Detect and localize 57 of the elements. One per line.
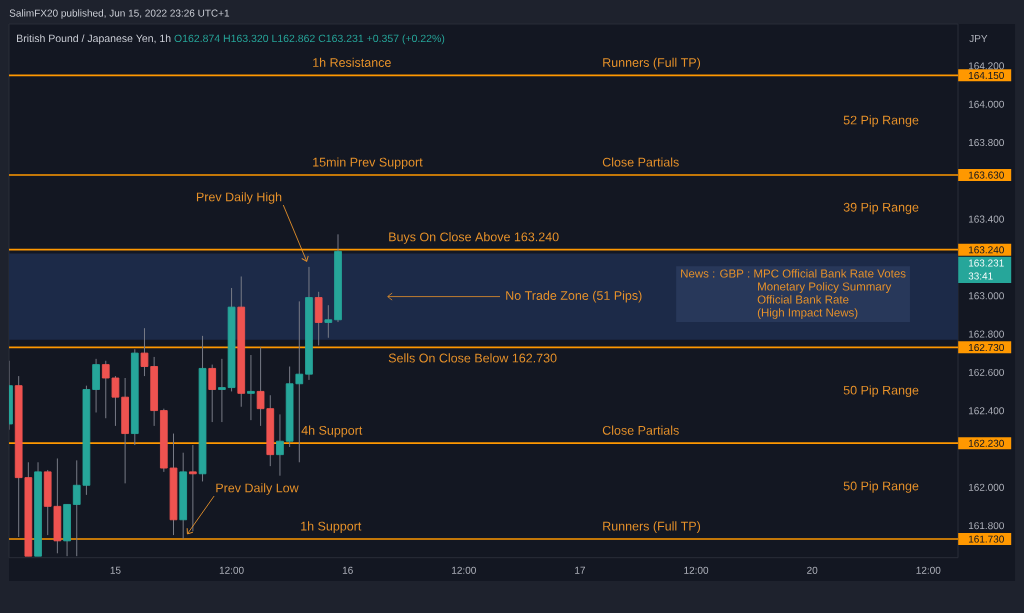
annotation: News : GBP : MPC Official Bank Rate Votes [681,269,906,278]
y-tick-label: 164.150 [968,71,1004,80]
y-tick-label: 164.200 [968,62,1004,70]
x-tick-label: 12:00 [452,566,476,574]
x-tick-label: 12:00 [684,566,709,574]
text: SalimFX20 published, Jun 15, 2022 23:26 UTC+1 [9,9,230,19]
x-tick-label: 20 [807,566,818,574]
ref-line-label: 1h Support [301,521,362,534]
text: 33:41 [968,272,993,280]
y-tick-label: 162.400 [968,407,1004,415]
ref-line-label: 15min Prev Support [313,157,423,170]
x-tick-label: 16 [342,566,353,574]
candlestick [208,364,217,423]
text: 163.231 [968,259,1004,267]
ref-line-label: 4h Support [301,425,363,438]
annotation: Close Partials [602,425,679,435]
y-tick-label: 164.000 [968,100,1004,108]
x-tick-label: 12:00 [219,566,244,574]
annotation: (High Impact News) [757,308,858,319]
annotation: 50 Pip Range [843,481,919,493]
annotation: Prev Daily Low [216,483,299,495]
y-tick-label: 163.000 [968,292,1004,300]
annotation: Close Partials [602,157,679,167]
candlestick [276,413,284,477]
annotation: 39 Pip Range [843,202,919,215]
candlestick [247,354,255,421]
y-tick-label: 162.230 [968,439,1004,447]
y-tick-label: 163.800 [968,139,1004,147]
candlestick [324,304,333,339]
annotation: Runners (Full TP) [603,521,701,534]
y-tick-label: 162.000 [968,483,1004,491]
annotation: 50 Pip Range [843,385,919,398]
ref-line-label: Sells On Close Below 162.730 [388,353,557,363]
annotation: Prev Daily High [196,192,282,204]
ref-line-label: Buys On Close Above 163.240 [389,232,559,244]
y-tick-label: 161.730 [968,535,1004,543]
ref-line-label: 1h Resistance [313,57,391,67]
y-tick-label: 162.730 [968,343,1004,352]
y-tick-label: 162.800 [968,330,1004,338]
y-tick-label: 162.600 [968,368,1004,376]
x-tick-label: 17 [575,566,585,574]
candlestick [218,358,226,423]
y-tick-label: 161.800 [968,522,1004,530]
y-tick-label: 163.240 [968,246,1004,254]
candlestick [189,444,197,532]
annotation: 52 Pip Range [843,115,919,127]
y-tick-label: 163.400 [968,215,1004,223]
annotation: Monetary Policy Summary [758,282,892,293]
annotation: Official Bank Rate [757,295,849,304]
x-tick-label: 12:00 [916,566,941,574]
text: O162.874 H163.320 L162.862 C163.231 +0.357 (+0.22%) [174,34,445,45]
annotation: Runners (Full TP) [603,57,701,70]
y-axis-title: JPY [969,35,988,43]
x-tick-label: 15 [110,566,121,574]
band-label: No Trade Zone (51 Pips) [506,290,642,303]
y-tick-label: 163.630 [968,171,1004,179]
text: British Pound / Japanese Yen, 1h [17,34,171,45]
